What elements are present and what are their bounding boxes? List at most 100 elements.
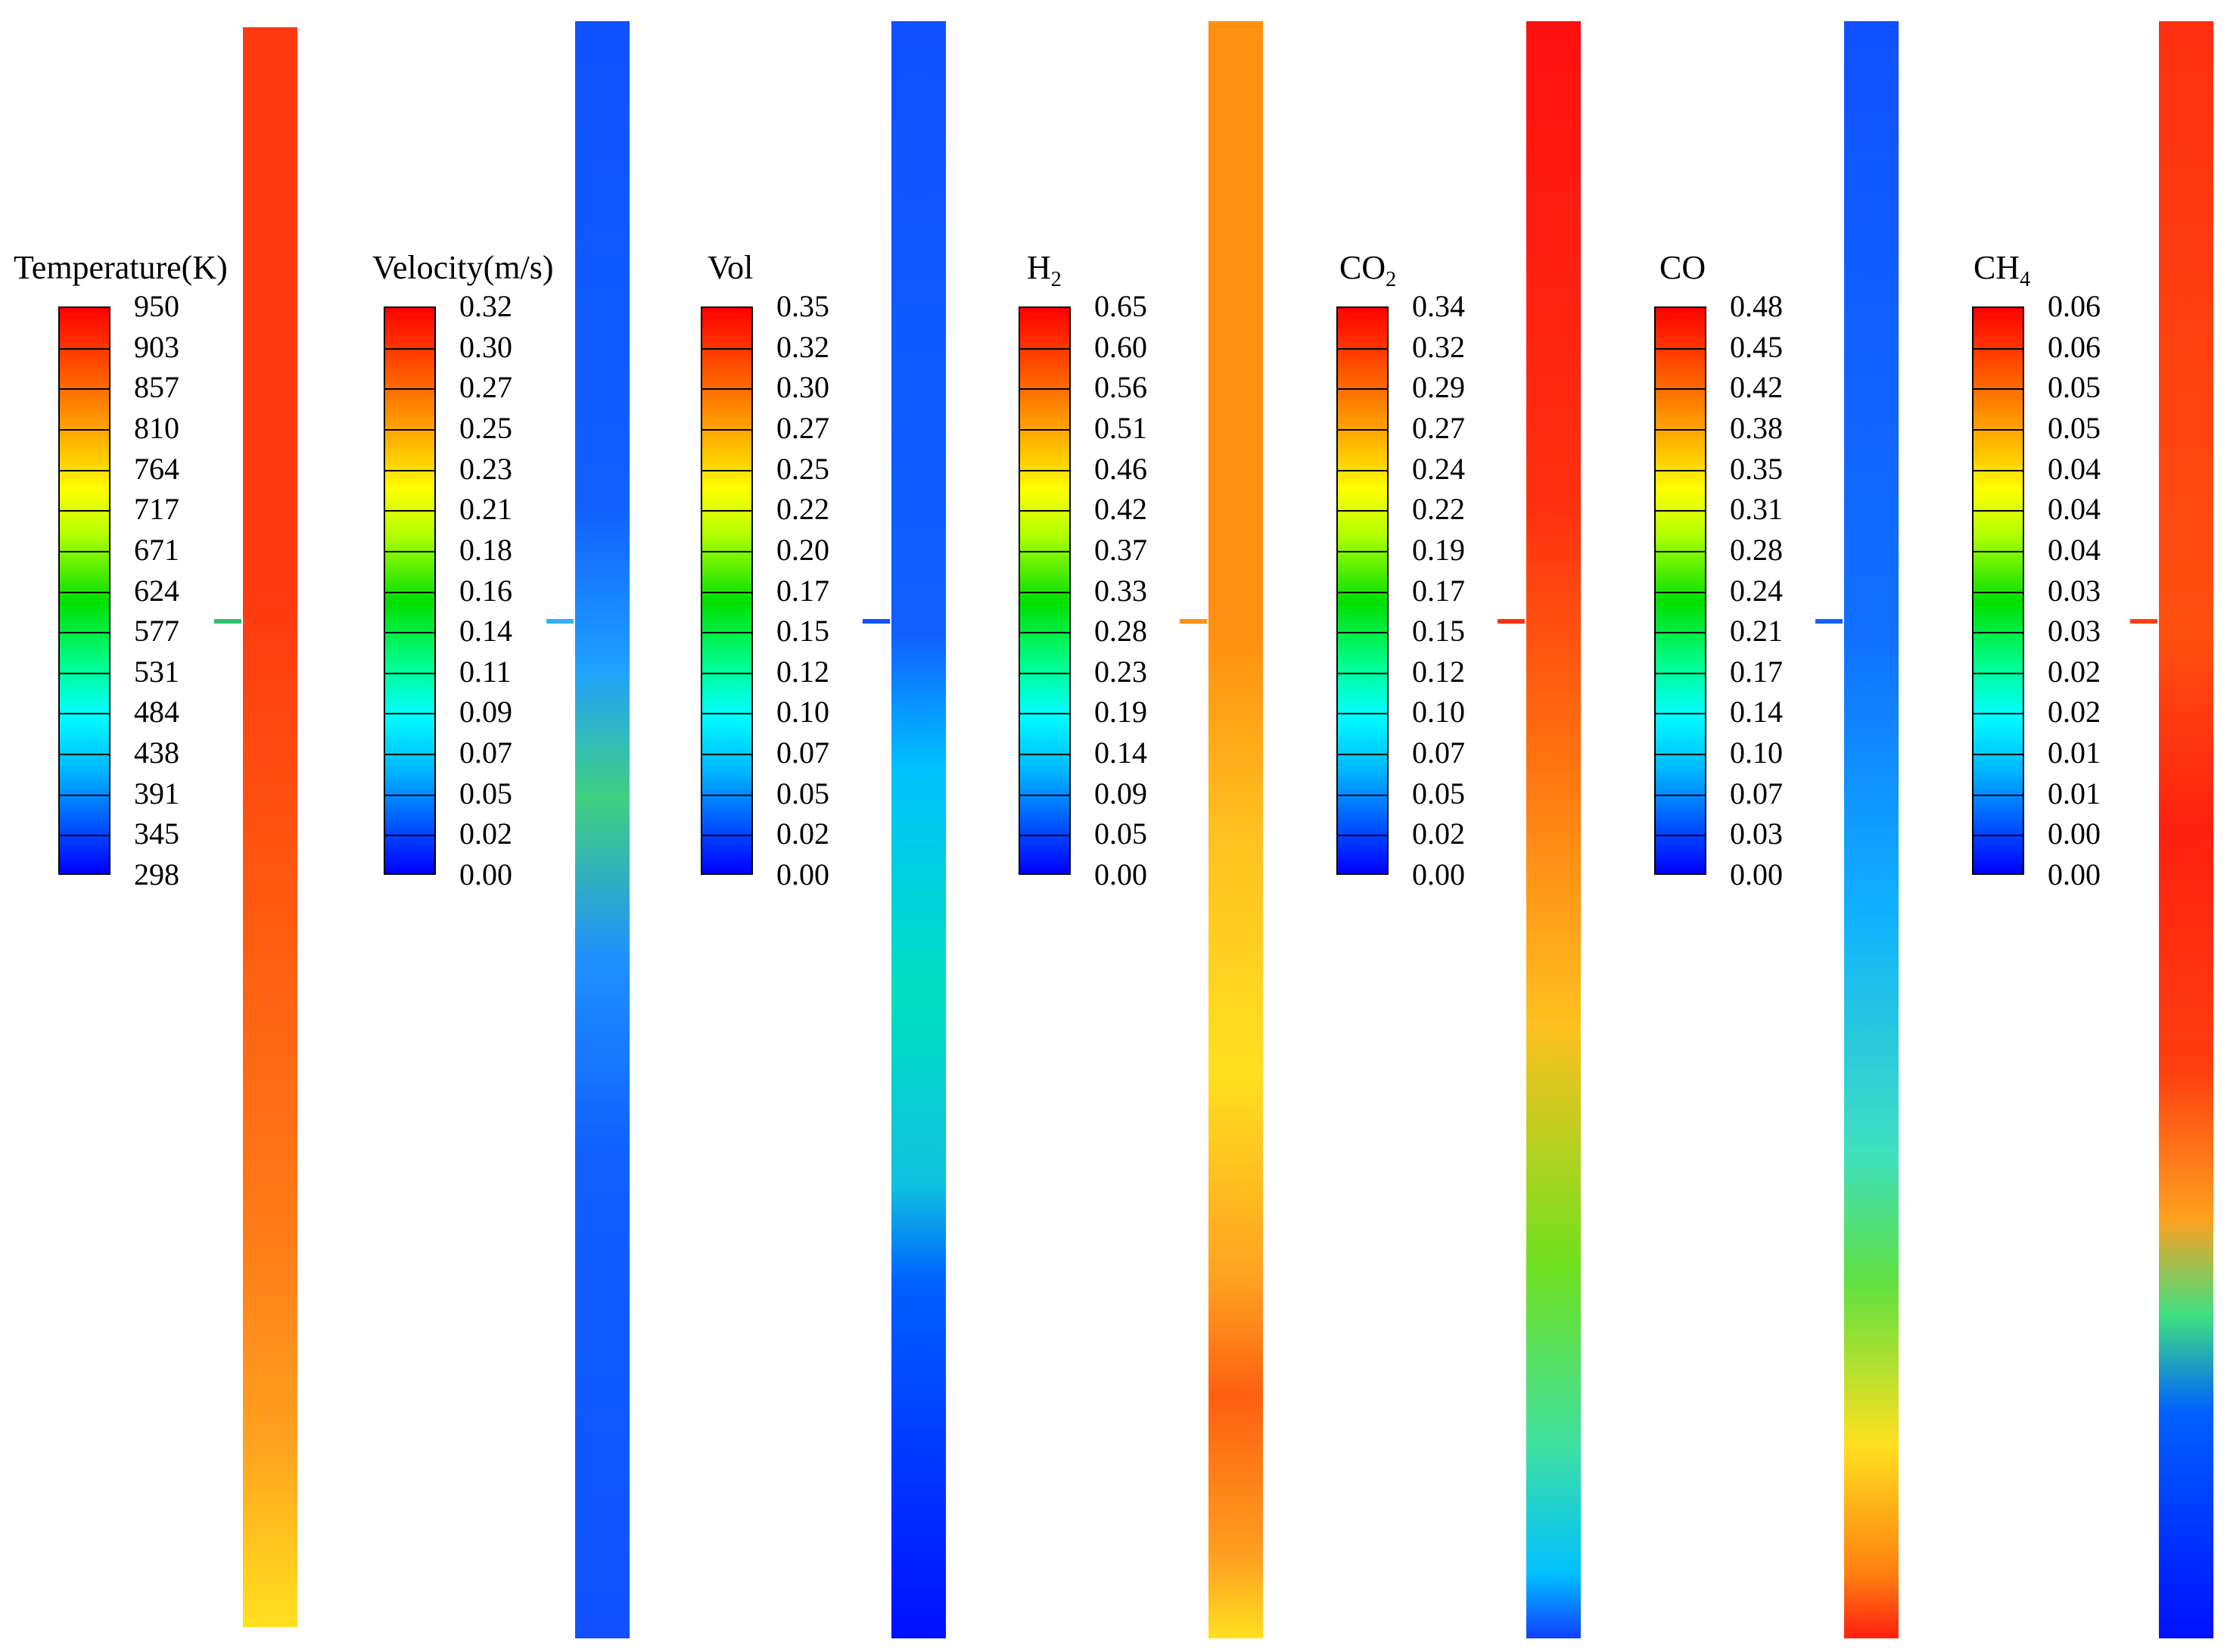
colorbar-tick-label: 0.14: [1730, 695, 1783, 730]
colorbar-tick-label: 0.27: [1412, 410, 1465, 445]
colorbar-division: [1974, 510, 2023, 512]
colorbar-tick-label: 0.00: [1412, 857, 1465, 891]
colorbar-tick-label: 484: [134, 695, 179, 730]
colorbar-tick-label: 903: [134, 329, 179, 364]
colorbar-tick-label: 0.28: [1730, 532, 1783, 567]
colorbar-division: [1338, 388, 1387, 390]
colorbar-tick-label: 671: [134, 532, 179, 567]
colorbar-division: [1974, 632, 2023, 634]
colorbar-tick-label: 0.45: [1730, 329, 1783, 364]
legend-title-co: CO: [1659, 248, 1706, 287]
colorbar-division: [1020, 550, 1069, 552]
colorbar-tick-label: 0.27: [776, 410, 829, 445]
colorbar-division: [385, 469, 434, 471]
colorbar-tick-label: 0.03: [2048, 573, 2101, 608]
colorbar-tick-label: 391: [134, 776, 179, 810]
colorbar-division: [1974, 469, 2023, 471]
colorbar-division: [1656, 835, 1705, 837]
colorbar-tick-label: 0.34: [1412, 289, 1465, 323]
colorbar-division: [702, 713, 751, 715]
colorbar-tick-label: 0.00: [776, 857, 829, 891]
colorbar-division: [1020, 510, 1069, 512]
colorbar-division: [1656, 794, 1705, 796]
legend-title-subscript: 4: [2020, 267, 2031, 291]
colorbar-division: [1974, 713, 2023, 715]
colorbar-division: [1338, 632, 1387, 634]
colorbar-tick-label: 0.12: [1412, 654, 1465, 689]
colorbar-tick-label: 0.05: [1094, 817, 1147, 851]
colorbar-division: [1020, 713, 1069, 715]
colorbar-tick-label: 0.02: [2048, 695, 2101, 730]
colorbar-tick-label: 0.46: [1094, 451, 1147, 486]
colorbar-division: [1656, 672, 1705, 674]
colorbar-tick-label: 0.35: [1730, 451, 1783, 486]
colorbar-tick-label: 0.25: [459, 410, 512, 445]
colorbar-tick-label: 0.17: [1730, 654, 1783, 689]
colorbar-tick-label: 0.00: [1730, 857, 1783, 891]
colorbar-tick-label: 0.09: [459, 695, 512, 730]
colorbar-tick-label: 0.32: [459, 289, 512, 323]
colorbar-division: [385, 794, 434, 796]
colorbar-division: [60, 510, 109, 512]
colorbar-division: [60, 632, 109, 634]
colorbar-tick-label: 0.31: [1730, 492, 1783, 527]
colorbar-tick-label: 0.29: [1412, 370, 1465, 405]
colorbar-division: [385, 550, 434, 552]
colorbar-tick-label: 717: [134, 492, 179, 527]
colorbar-tick-label: 0.32: [776, 329, 829, 364]
colorbar-velocity: [384, 306, 436, 875]
colorbar-tick-label: 0.25: [776, 451, 829, 486]
inlet-marker: [863, 619, 890, 624]
colorbar-division: [60, 754, 109, 756]
colorbar-co: [1654, 306, 1706, 875]
colorbar-tick-label: 0.23: [1094, 654, 1147, 689]
legend-title-ch4: CH4: [1974, 248, 2030, 292]
colorbar-division: [1338, 754, 1387, 756]
colorbar-division: [1656, 347, 1705, 350]
inlet-marker: [546, 619, 574, 624]
legend-title-text: CO: [1339, 249, 1386, 286]
colorbar-division: [1656, 591, 1705, 593]
colorbar-division: [1656, 469, 1705, 471]
inlet-marker: [2130, 619, 2157, 624]
colorbar-division: [702, 388, 751, 390]
legend-title-text: CH: [1974, 249, 2020, 286]
reactor-contour-h2: [1208, 21, 1263, 1638]
colorbar-division: [702, 428, 751, 431]
colorbar-division: [702, 510, 751, 512]
colorbar-tick-label: 0.02: [2048, 654, 2101, 689]
inlet-marker: [1815, 619, 1843, 624]
inlet-marker: [1180, 619, 1207, 624]
colorbar-tick-label: 0.05: [1412, 776, 1465, 810]
colorbar-tick-label: 0.00: [1094, 857, 1147, 891]
colorbar-tick-label: 0.06: [2048, 289, 2101, 323]
colorbar-division: [1974, 835, 2023, 837]
colorbar-tick-label: 438: [134, 736, 179, 770]
colorbar-division: [1974, 672, 2023, 674]
colorbar-division: [385, 388, 434, 390]
colorbar-division: [1974, 754, 2023, 756]
colorbar-division: [1974, 347, 2023, 350]
colorbar-tick-label: 0.05: [776, 776, 829, 810]
colorbar-tick-label: 0.30: [776, 370, 829, 405]
colorbar-tick-label: 0.27: [459, 370, 512, 405]
colorbar-tick-label: 0.05: [2048, 370, 2101, 405]
colorbar-division: [385, 713, 434, 715]
colorbar-division: [385, 428, 434, 431]
colorbar-division: [1338, 347, 1387, 350]
colorbar-division: [702, 550, 751, 552]
colorbar-tick-label: 0.09: [1094, 776, 1147, 810]
colorbar-division: [1020, 591, 1069, 593]
legend-title-co2: CO2: [1339, 248, 1396, 292]
colorbar-tick-label: 0.17: [1412, 573, 1465, 608]
colorbar-tick-label: 0.14: [1094, 736, 1147, 770]
colorbar-tick-label: 0.37: [1094, 532, 1147, 567]
colorbar-tick-label: 0.22: [776, 492, 829, 527]
colorbar-tick-label: 0.42: [1094, 492, 1147, 527]
colorbar-tick-label: 345: [134, 817, 179, 851]
colorbar-tick-label: 0.21: [1730, 614, 1783, 649]
colorbar-tick-label: 950: [134, 289, 179, 323]
colorbar-tick-label: 0.07: [1730, 776, 1783, 810]
colorbar-division: [1974, 794, 2023, 796]
colorbar-tick-label: 810: [134, 410, 179, 445]
